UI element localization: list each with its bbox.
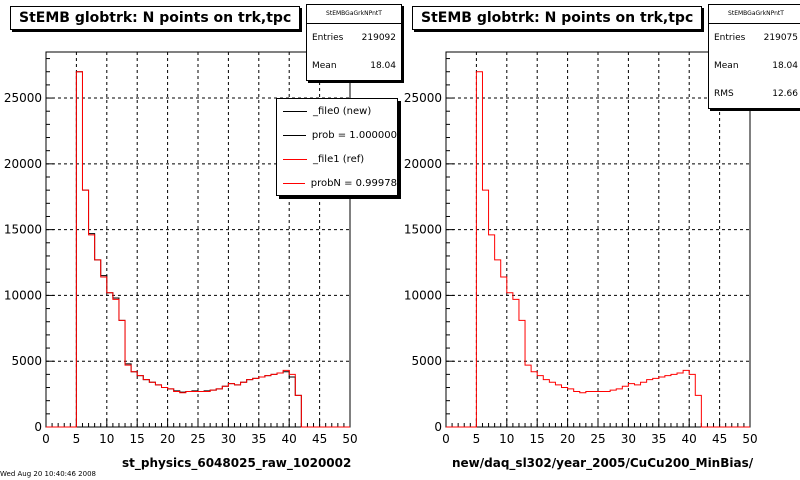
right-stats-rms: RMS 12.66 (709, 80, 800, 108)
left-x-tick-label: 15 (130, 432, 145, 446)
right-stats-mean: Mean 18.04 (709, 52, 800, 80)
left-x-tick-label: 50 (342, 432, 357, 446)
right-histogram-title: StEMB globtrk: N points on trk,tpc (412, 6, 703, 30)
right-stats-mean-value: 18.04 (772, 61, 798, 71)
left-y-tick-label: 20000 (4, 157, 42, 171)
right-stats-rms-label: RMS (714, 89, 734, 99)
left-stats-entries-label: Entries (312, 33, 344, 43)
left-stats-header: StEMBGaGrkNPntT (307, 5, 401, 24)
left-x-tick-label: 45 (312, 432, 327, 446)
left-y-tick-label: 15000 (4, 223, 42, 237)
legend-swatch-probn (283, 182, 305, 184)
right-x-tick-label: 5 (473, 432, 481, 446)
left-histogram-series-1 (46, 71, 350, 428)
right-x-tick-label: 0 (442, 432, 450, 446)
left-stats-mean-value: 18.04 (370, 61, 396, 71)
right-y-tick-label: 0 (434, 420, 442, 434)
right-histogram-pad: 0 5 10 15 20 25 30 35 40 45 50 0 5000 10000 15000 20000… (400, 0, 800, 480)
right-stats-mean-label: Mean (714, 61, 739, 71)
left-x-tick-label: 0 (42, 432, 50, 446)
right-stats-header: StEMBGaGrkNPntT (709, 5, 800, 24)
left-stats-mean-label: Mean (312, 61, 337, 71)
right-stats-entries-value: 219075 (763, 33, 798, 43)
right-stats-rms-value: 12.66 (772, 89, 798, 99)
legend-label-file0: _file0 (new) (313, 105, 372, 117)
right-x-tick-label: 20 (560, 432, 575, 446)
left-stats-box: StEMBGaGrkNPntT Entries 219092 Mean 18.0… (306, 4, 402, 81)
right-histogram-plot: 0 5 10 15 20 25 30 35 40 45 50 0 5000 10000 15000 20000… (404, 51, 758, 446)
right-y-tick-label: 10000 (404, 288, 442, 302)
left-x-tick-label: 35 (251, 432, 266, 446)
left-y-tick-label: 10000 (4, 288, 42, 302)
right-x-tick-label: 15 (530, 432, 545, 446)
right-histogram-series-0 (446, 71, 750, 428)
legend-label-prob: prob = 1.000000 (311, 129, 397, 141)
right-x-tick-label: 35 (651, 432, 666, 446)
legend-entry-file1: _file1 (ref) (277, 147, 397, 171)
left-stats-entries-value: 219092 (361, 33, 396, 43)
left-x-tick-label: 30 (221, 432, 236, 446)
right-x-tick-label: 10 (499, 432, 514, 446)
right-x-axis-label: new/daq_sl302/year_2005/CuCu200_MinBias/ (452, 456, 754, 470)
right-x-tick-label: 40 (682, 432, 697, 446)
left-x-tick-label: 5 (73, 432, 81, 446)
right-stats-box: StEMBGaGrkNPntT Entries 219075 Mean 18.0… (708, 4, 800, 109)
legend-swatch-file0 (283, 110, 307, 112)
left-x-tick-label: 40 (282, 432, 297, 446)
legend-entry-file0: _file0 (new) (277, 99, 397, 123)
left-y-tick-label: 5000 (11, 354, 42, 368)
left-x-tick-label: 10 (99, 432, 114, 446)
footer-timestamp: Wed Aug 20 10:40:46 2008 (0, 470, 96, 478)
legend-swatch-file1 (283, 158, 307, 160)
right-y-tick-label: 20000 (404, 157, 442, 171)
left-x-tick-label: 20 (160, 432, 175, 446)
right-x-tick-label: 25 (590, 432, 605, 446)
left-histogram-pad: 0 5 10 15 20 25 30 35 40 45 50 0 5000 10000 15000 20000… (4, 4, 402, 470)
legend-label-file1: _file1 (ref) (313, 153, 365, 165)
right-stats-entries-label: Entries (714, 33, 746, 43)
left-stats-entries: Entries 219092 (307, 24, 401, 52)
right-x-tick-label: 50 (742, 432, 757, 446)
left-histogram-title: StEMB globtrk: N points on trk,tpc (10, 6, 301, 30)
left-y-tick-label: 0 (34, 420, 42, 434)
right-x-tick-label: 30 (621, 432, 636, 446)
legend-entry-prob: prob = 1.000000 (277, 123, 397, 147)
right-y-tick-label: 15000 (404, 223, 442, 237)
legend-entry-probn: probN = 0.99978 (277, 171, 397, 195)
left-stats-mean: Mean 18.04 (307, 52, 401, 80)
legend-swatch-prob (283, 134, 306, 136)
left-x-tick-label: 25 (190, 432, 205, 446)
left-x-axis-label: st_physics_6048025_raw_1020002 (122, 456, 352, 470)
right-stats-entries: Entries 219075 (709, 24, 800, 52)
left-y-tick-label: 25000 (4, 91, 42, 105)
right-y-tick-label: 5000 (411, 354, 442, 368)
right-x-tick-label: 45 (712, 432, 727, 446)
legend-box: _file0 (new) prob = 1.000000 _file1 (ref… (276, 98, 398, 196)
legend-label-probn: probN = 0.99978 (310, 177, 397, 189)
right-y-tick-label: 25000 (404, 91, 442, 105)
